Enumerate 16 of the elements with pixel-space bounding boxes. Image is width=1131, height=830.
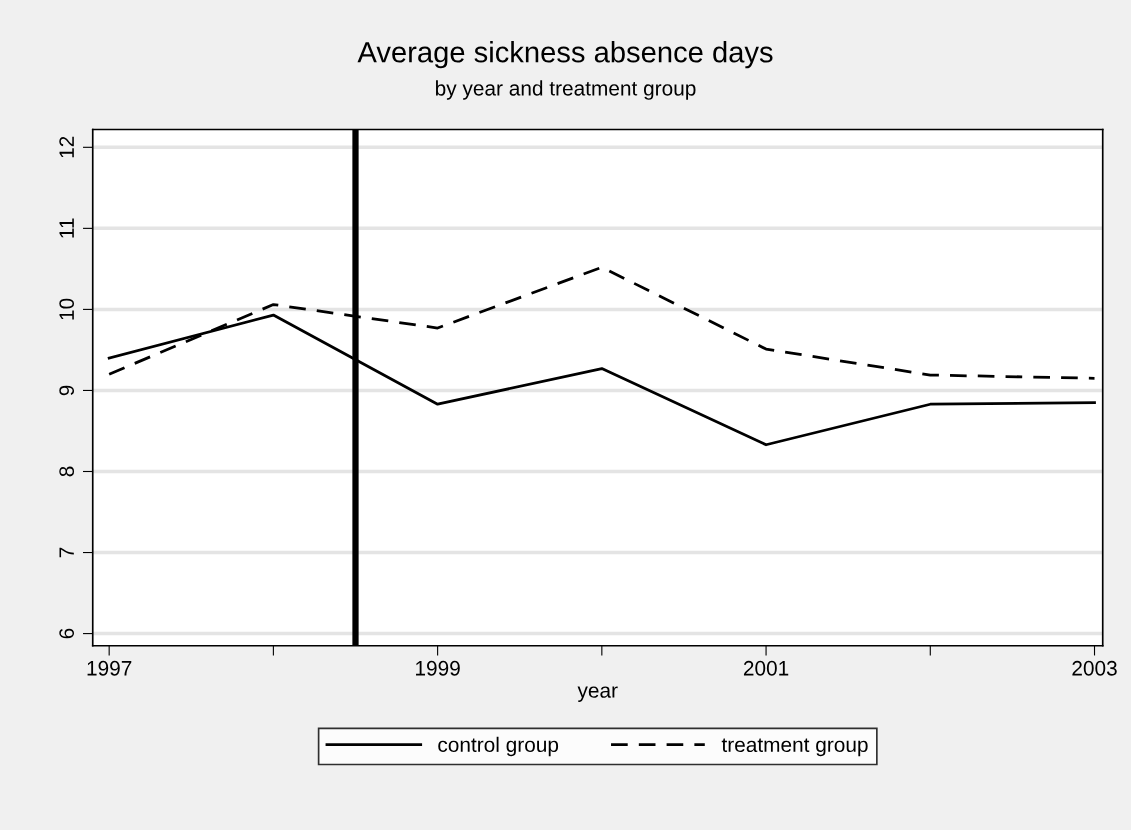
chart-title: Average sickness absence days [357,41,773,69]
legend-label: treatment group [721,738,868,757]
y-tick-label: 7 [59,547,74,558]
x-tick-label: 2003 [1072,660,1117,676]
y-tick-label: 10 [59,298,75,320]
y-tick-label: 8 [59,466,75,477]
y-tick-label: 11 [59,218,74,238]
x-axis-title: year [577,686,618,702]
x-tick-label: 1999 [416,660,460,676]
x-tick-label: 1997 [87,660,132,676]
y-tick-label: 6 [59,628,75,639]
y-tick-label: 12 [59,136,74,158]
y-tick-label: 9 [59,385,75,396]
chart-subtitle: by year and treatment group [435,80,696,100]
legend-label: control group [438,736,559,757]
x-tick-label: 2001 [743,660,789,676]
